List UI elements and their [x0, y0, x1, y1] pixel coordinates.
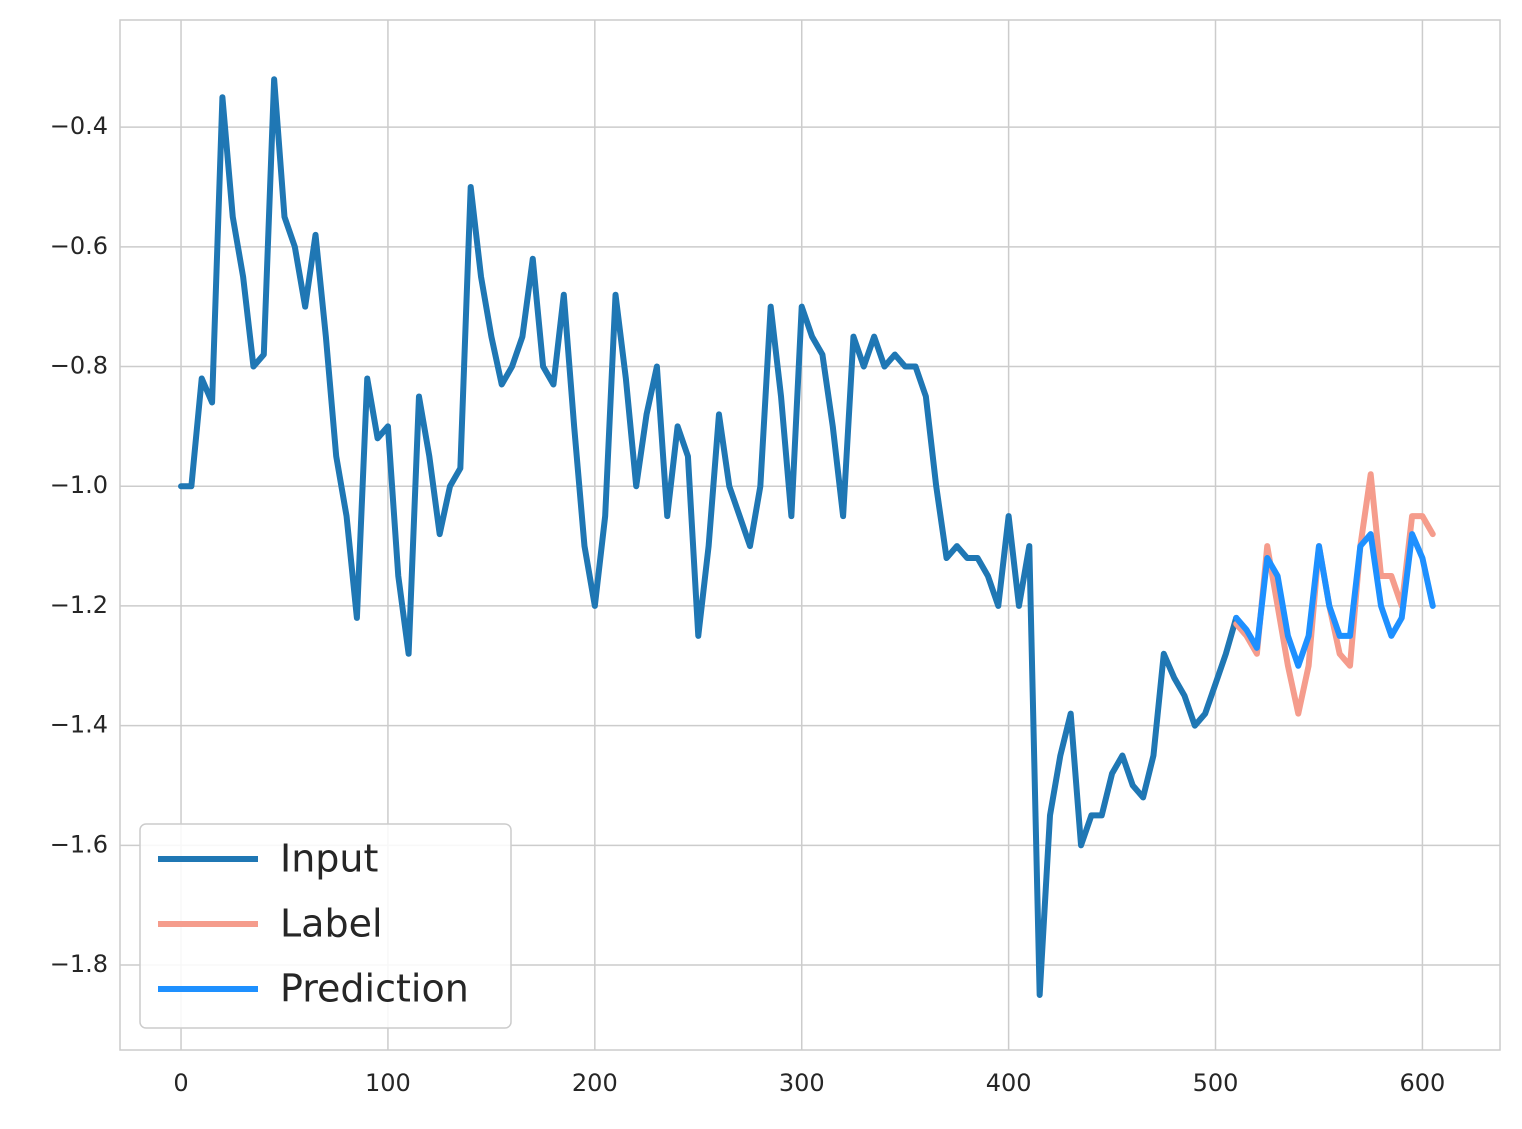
y-tick-label: −0.4 [50, 112, 108, 140]
line-series [178, 76, 1240, 998]
x-tick-label: 300 [779, 1069, 825, 1097]
x-tick-label: 400 [986, 1069, 1032, 1097]
y-tick-label: −0.6 [50, 232, 108, 260]
x-tick-label: 600 [1400, 1069, 1446, 1097]
x-tick-label: 100 [365, 1069, 411, 1097]
x-tick-label: 200 [572, 1069, 618, 1097]
legend-label: Input [280, 837, 378, 881]
y-tick-label: −1.0 [50, 471, 108, 499]
y-tick-label: −1.4 [50, 711, 108, 739]
legend-box [139, 823, 512, 1029]
x-tick-label: 500 [1193, 1069, 1239, 1097]
y-tick-label: −1.2 [50, 591, 108, 619]
legend-label: Label [280, 902, 383, 946]
x-tick-label: 0 [173, 1069, 188, 1097]
line-series [1233, 531, 1436, 669]
y-tick-label: −0.8 [50, 352, 108, 380]
y-tick-label: −1.8 [50, 950, 108, 978]
y-tick-label: −1.6 [50, 830, 108, 858]
legend-label: Prediction [280, 967, 469, 1011]
